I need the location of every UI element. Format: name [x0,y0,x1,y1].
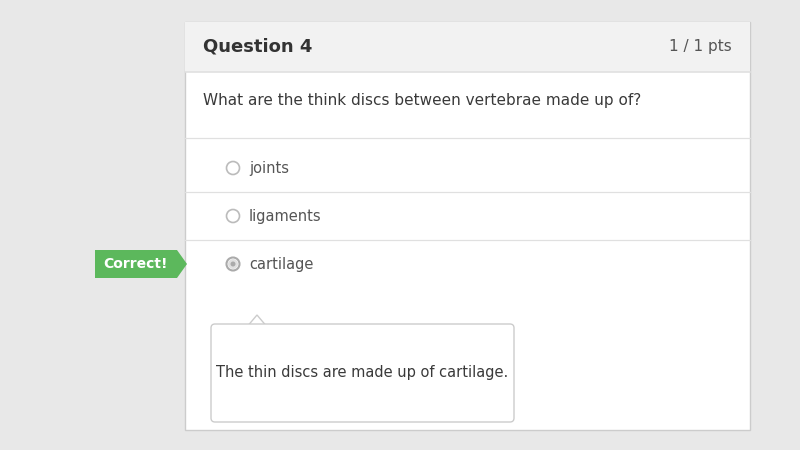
Bar [185,22,750,72]
Text: cartilage: cartilage [249,256,314,271]
Bar [247,326,267,329]
Text: joints: joints [249,161,289,176]
Circle shape [228,259,238,269]
Polygon shape [95,250,187,278]
Text: The thin discs are made up of cartilage.: The thin discs are made up of cartilage. [216,365,509,381]
Text: ligaments: ligaments [249,208,322,224]
Polygon shape [246,315,268,328]
Circle shape [230,261,235,266]
Text: Correct!: Correct! [104,257,168,271]
Text: Question 4: Question 4 [203,38,312,56]
Text: 1 / 1 pts: 1 / 1 pts [670,40,732,54]
FancyBboxPatch shape [185,22,750,430]
FancyBboxPatch shape [211,324,514,422]
Text: What are the think discs between vertebrae made up of?: What are the think discs between vertebr… [203,93,642,108]
